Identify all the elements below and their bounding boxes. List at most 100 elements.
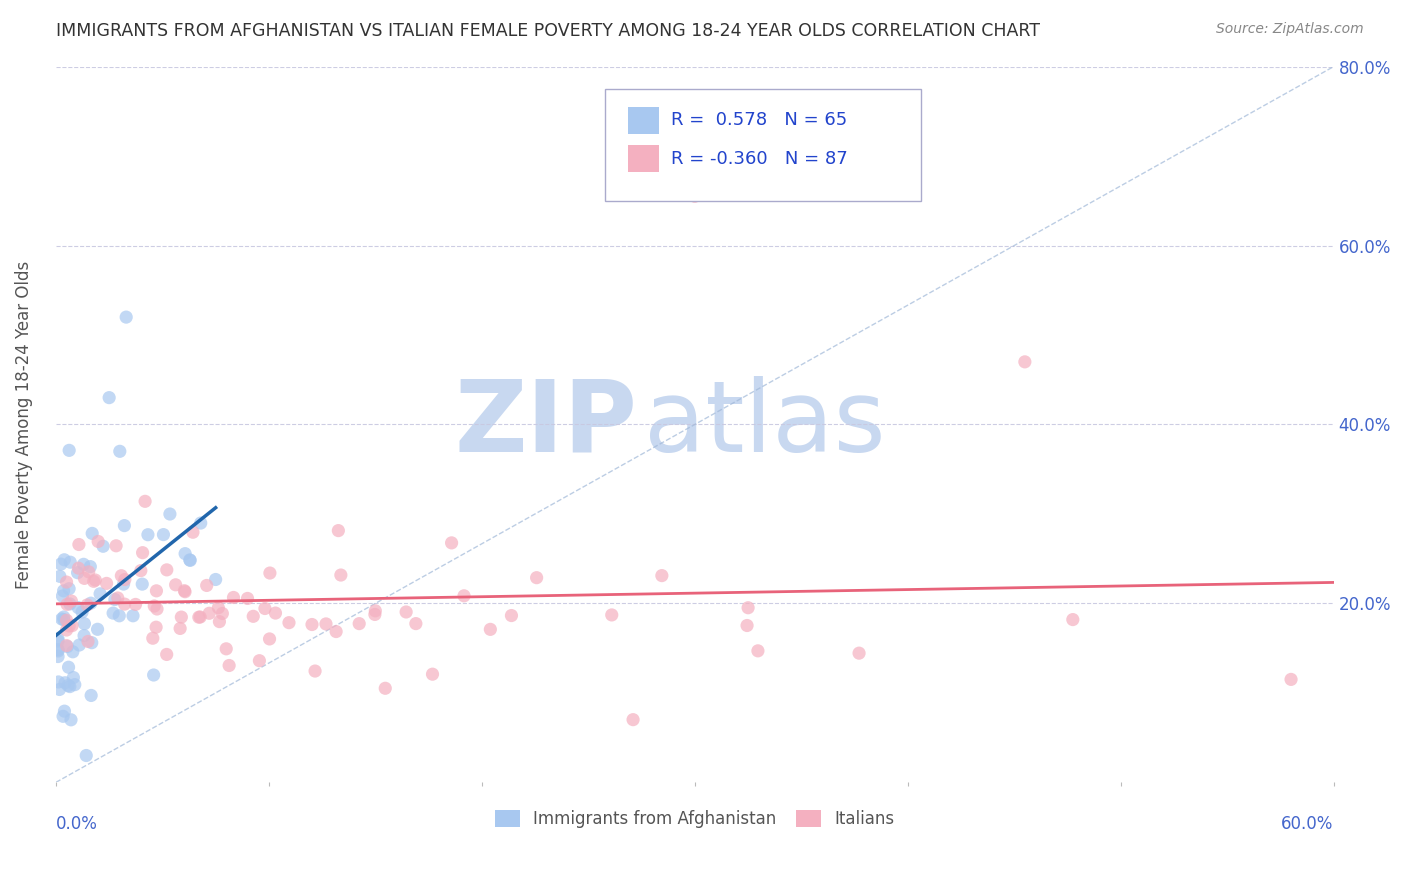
Point [422, 667, 444, 681]
Point [49, 557, 72, 571]
Point [52, 709, 75, 723]
Point [55, 613, 77, 627]
Point [1062, 613, 1084, 627]
Point [364, 604, 387, 618]
Point [112, 577, 135, 591]
Point [46, 644, 69, 658]
Point [453, 589, 475, 603]
Point [207, 600, 229, 615]
Point [208, 615, 231, 629]
Point [1014, 355, 1036, 369]
Point [329, 568, 352, 582]
Point [48, 682, 70, 697]
Point [173, 583, 195, 598]
Point [179, 553, 201, 567]
Point [304, 664, 326, 678]
Point [67, 561, 90, 575]
Point [683, 189, 706, 203]
Point [73, 571, 96, 585]
Point [600, 607, 623, 622]
Point [101, 606, 124, 620]
Point [80, 636, 103, 650]
Point [58, 582, 80, 596]
Point [76, 598, 98, 612]
Point [188, 610, 211, 624]
Point [146, 602, 169, 616]
Text: R = -0.360   N = 87: R = -0.360 N = 87 [671, 150, 848, 168]
Point [259, 566, 281, 580]
Point [49, 569, 72, 583]
Point [56, 640, 79, 654]
Point [114, 573, 136, 587]
Point [253, 601, 276, 615]
Point [51, 589, 73, 603]
Point [72, 558, 94, 572]
Point [60, 618, 83, 632]
Point [59, 680, 82, 694]
Point [152, 527, 174, 541]
Point [129, 564, 152, 578]
Point [53, 704, 76, 718]
Point [56, 598, 79, 612]
Point [134, 494, 156, 508]
Point [142, 668, 165, 682]
Point [211, 607, 233, 621]
Point [278, 615, 301, 630]
Point [84, 573, 107, 587]
Point [91, 539, 114, 553]
Point [48, 675, 70, 690]
Point [110, 568, 132, 582]
Point [52, 613, 75, 627]
Point [479, 623, 502, 637]
Point [395, 605, 418, 619]
Text: IMMIGRANTS FROM AFGHANISTAN VS ITALIAN FEMALE POVERTY AMONG 18-24 YEAR OLDS CORR: IMMIGRANTS FROM AFGHANISTAN VS ITALIAN F… [56, 22, 1040, 40]
Point [96, 576, 118, 591]
Point [222, 591, 245, 605]
Point [218, 658, 240, 673]
Point [159, 507, 181, 521]
Point [215, 641, 238, 656]
Point [46, 632, 69, 646]
Point [179, 553, 201, 567]
Point [80, 689, 103, 703]
Point [325, 624, 347, 639]
Point [195, 578, 218, 592]
Point [735, 618, 758, 632]
Point [67, 638, 90, 652]
Point [156, 648, 179, 662]
Point [247, 654, 270, 668]
Point [198, 607, 221, 621]
Point [174, 547, 197, 561]
Point [165, 578, 187, 592]
Point [105, 539, 128, 553]
Point [73, 629, 96, 643]
Point [848, 646, 870, 660]
Point [58, 443, 80, 458]
Point [328, 524, 350, 538]
Point [80, 596, 103, 610]
Point [46, 634, 69, 648]
Point [59, 713, 82, 727]
Point [98, 391, 121, 405]
Point [55, 575, 77, 590]
Point [259, 632, 281, 646]
Point [67, 600, 90, 615]
Text: 60.0%: 60.0% [1281, 814, 1334, 832]
Point [145, 583, 167, 598]
Point [145, 620, 167, 634]
Point [53, 553, 76, 567]
Text: Source: ZipAtlas.com: Source: ZipAtlas.com [1216, 22, 1364, 37]
Point [108, 608, 131, 623]
Point [108, 444, 131, 458]
Text: atlas: atlas [644, 376, 886, 473]
Point [66, 566, 89, 580]
Point [56, 679, 79, 693]
Point [156, 563, 179, 577]
Point [62, 645, 84, 659]
Point [747, 644, 769, 658]
Point [59, 555, 82, 569]
Point [301, 617, 323, 632]
Point [46, 649, 69, 664]
Point [79, 559, 101, 574]
Point [122, 608, 145, 623]
